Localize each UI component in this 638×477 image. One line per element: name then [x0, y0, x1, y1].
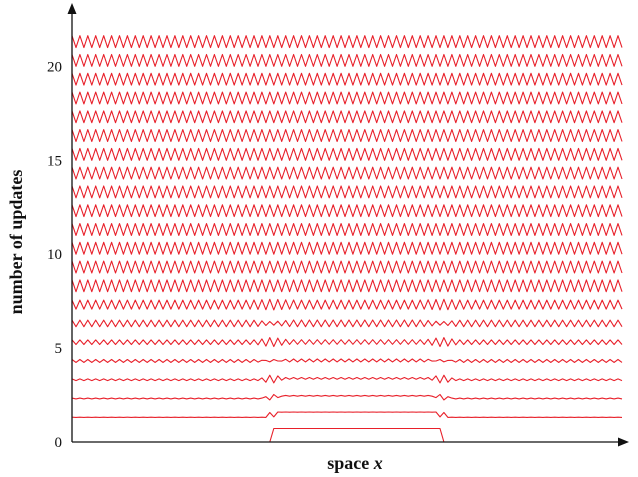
update-trace: [71, 72, 623, 86]
update-trace: [71, 393, 623, 401]
update-trace: [71, 166, 623, 180]
update-trace: [71, 91, 623, 105]
update-trace: [71, 358, 623, 363]
update-trace: [71, 110, 623, 124]
chart-axes: [67, 3, 629, 447]
update-trace: [71, 223, 623, 236]
update-trace: [72, 427, 622, 443]
y-axis-label: number of updates: [6, 170, 26, 315]
chart-traces: [71, 35, 623, 443]
update-trace: [71, 260, 623, 274]
y-axis-arrow: [67, 3, 77, 14]
y-tick-label: 20: [47, 59, 62, 75]
update-trace: [71, 241, 623, 255]
x-axis-label-text: space: [327, 453, 374, 473]
update-trace: [71, 185, 623, 199]
y-tick-label: 5: [55, 341, 63, 357]
update-trace: [71, 319, 623, 328]
y-tick-label: 10: [47, 247, 62, 263]
update-trace: [71, 204, 623, 218]
update-trace: [71, 374, 623, 384]
update-trace: [71, 129, 623, 143]
y-tick-labels: 0 5 10 15 20: [47, 59, 62, 451]
y-tick-label: 0: [55, 435, 63, 451]
update-trace: [71, 298, 623, 311]
x-axis-label-var: x: [373, 453, 383, 473]
update-trace: [71, 53, 623, 67]
update-trace: [71, 147, 623, 161]
update-trace: [71, 279, 623, 293]
update-trace: [71, 411, 623, 418]
update-trace: [71, 35, 623, 49]
x-axis-label: space x: [327, 453, 383, 473]
y-tick-label: 15: [47, 153, 62, 169]
update-trace: [71, 337, 623, 348]
x-axis-arrow: [618, 437, 629, 447]
